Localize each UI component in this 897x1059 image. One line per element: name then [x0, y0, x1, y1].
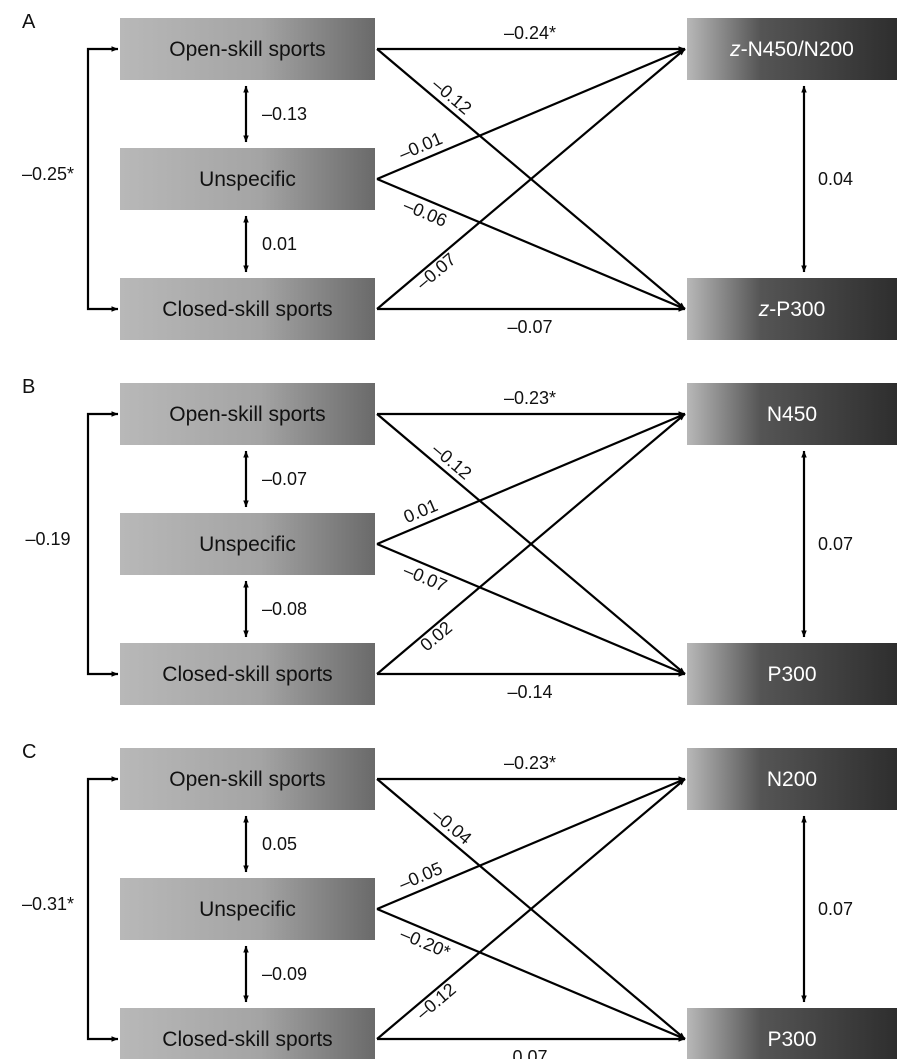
outcome-prefix: z	[729, 38, 741, 61]
predictor-label: Open-skill sports	[169, 38, 325, 61]
path-label-open-top: –0.23*	[504, 388, 556, 408]
predictor-label: Open-skill sports	[169, 768, 325, 791]
outcome-name: -N450/N200	[741, 38, 854, 61]
corr-bracket-open-closed	[86, 411, 119, 677]
path-label-closed-bottom: –0.14	[507, 682, 552, 702]
corr-label-open-closed: –0.19	[25, 529, 70, 549]
corr-bracket-open-closed	[86, 46, 119, 312]
path-unspecific-top	[376, 777, 686, 911]
corr-label-open-unspecific: 0.05	[262, 834, 297, 854]
predictor-box-unspecific	[120, 148, 375, 210]
path-unspecific-bottom	[376, 177, 686, 311]
predictor-label: Closed-skill sports	[162, 663, 332, 686]
corr-label-outcomes: 0.07	[818, 534, 853, 554]
path-unspecific-bottom	[376, 542, 686, 676]
predictor-label: Unspecific	[199, 898, 296, 921]
predictor-box-closed-skill	[120, 278, 375, 340]
path-label-closed-top: –0.07	[412, 249, 459, 293]
outcome-name: P300	[767, 1028, 816, 1051]
outcome-box-top	[687, 748, 897, 810]
predictor-label: Closed-skill sports	[162, 1028, 332, 1051]
path-closed-top	[376, 413, 686, 675]
panel-b: B Open-skill sports Unspecific Closed-skill…	[22, 376, 897, 705]
corr-label-open-unspecific: –0.13	[262, 104, 307, 124]
path-label-open-top: –0.24*	[504, 23, 556, 43]
outcome-box-bottom	[687, 1008, 897, 1059]
path-label-closed-top: –0.12	[412, 979, 459, 1023]
panel-a: A Open-skill sports Unspecific Closed-skill…	[22, 11, 897, 340]
outcome-box-bottom	[687, 278, 897, 340]
path-unspecific-top	[376, 47, 686, 181]
corr-label-open-closed: –0.25*	[22, 164, 74, 184]
path-label-unspecific-top: 0.01	[401, 495, 441, 527]
outcome-label: P300	[767, 1028, 816, 1051]
outcome-box-top	[687, 18, 897, 80]
predictor-box-unspecific	[120, 513, 375, 575]
outcome-label: P300	[767, 663, 816, 686]
predictor-label: Closed-skill sports	[162, 298, 332, 321]
outcome-name: -P300	[769, 298, 825, 321]
outcome-name: N200	[767, 768, 817, 791]
corr-label-outcomes: 0.04	[818, 169, 853, 189]
panel-letter: B	[22, 376, 35, 398]
predictor-box-open-skill	[120, 18, 375, 80]
predictor-box-closed-skill	[120, 643, 375, 705]
corr-label-unspecific-closed: –0.09	[262, 964, 307, 984]
predictor-box-open-skill	[120, 748, 375, 810]
outcome-label: z-N450/N200	[729, 38, 854, 61]
outcome-name: P300	[767, 663, 816, 686]
path-label-closed-top: 0.02	[416, 617, 456, 655]
path-label-unspecific-top: –0.05	[396, 858, 445, 894]
predictor-label: Open-skill sports	[169, 403, 325, 426]
outcome-box-bottom	[687, 643, 897, 705]
corr-bracket-open-closed	[86, 776, 119, 1042]
predictor-box-closed-skill	[120, 1008, 375, 1059]
predictor-label: Unspecific	[199, 533, 296, 556]
path-unspecific-top	[376, 412, 686, 546]
path-closed-top	[376, 48, 686, 310]
predictor-box-unspecific	[120, 878, 375, 940]
panel-letter: C	[22, 741, 36, 763]
corr-label-open-closed: –0.31*	[22, 894, 74, 914]
outcome-box-top	[687, 383, 897, 445]
path-closed-top	[376, 778, 686, 1040]
outcome-name: N450	[767, 403, 817, 426]
path-unspecific-bottom	[376, 907, 686, 1041]
predictor-box-open-skill	[120, 383, 375, 445]
path-label-unspecific-top: –0.01	[396, 128, 445, 164]
panel-c: C Open-skill sports Unspecific Closed-skill…	[22, 741, 897, 1059]
outcome-prefix: z	[758, 298, 770, 321]
predictor-label: Unspecific	[199, 168, 296, 191]
outcome-label: N200	[767, 768, 817, 791]
path-label-closed-bottom: –0.07	[507, 317, 552, 337]
outcome-label: N450	[767, 403, 817, 426]
path-label-open-top: –0.23*	[504, 753, 556, 773]
corr-label-outcomes: 0.07	[818, 899, 853, 919]
corr-label-unspecific-closed: –0.08	[262, 599, 307, 619]
panel-letter: A	[22, 11, 36, 33]
outcome-label: z-P300	[758, 298, 826, 321]
path-label-closed-bottom: 0.07	[512, 1047, 547, 1059]
corr-label-unspecific-closed: 0.01	[262, 234, 297, 254]
corr-label-open-unspecific: –0.07	[262, 469, 307, 489]
